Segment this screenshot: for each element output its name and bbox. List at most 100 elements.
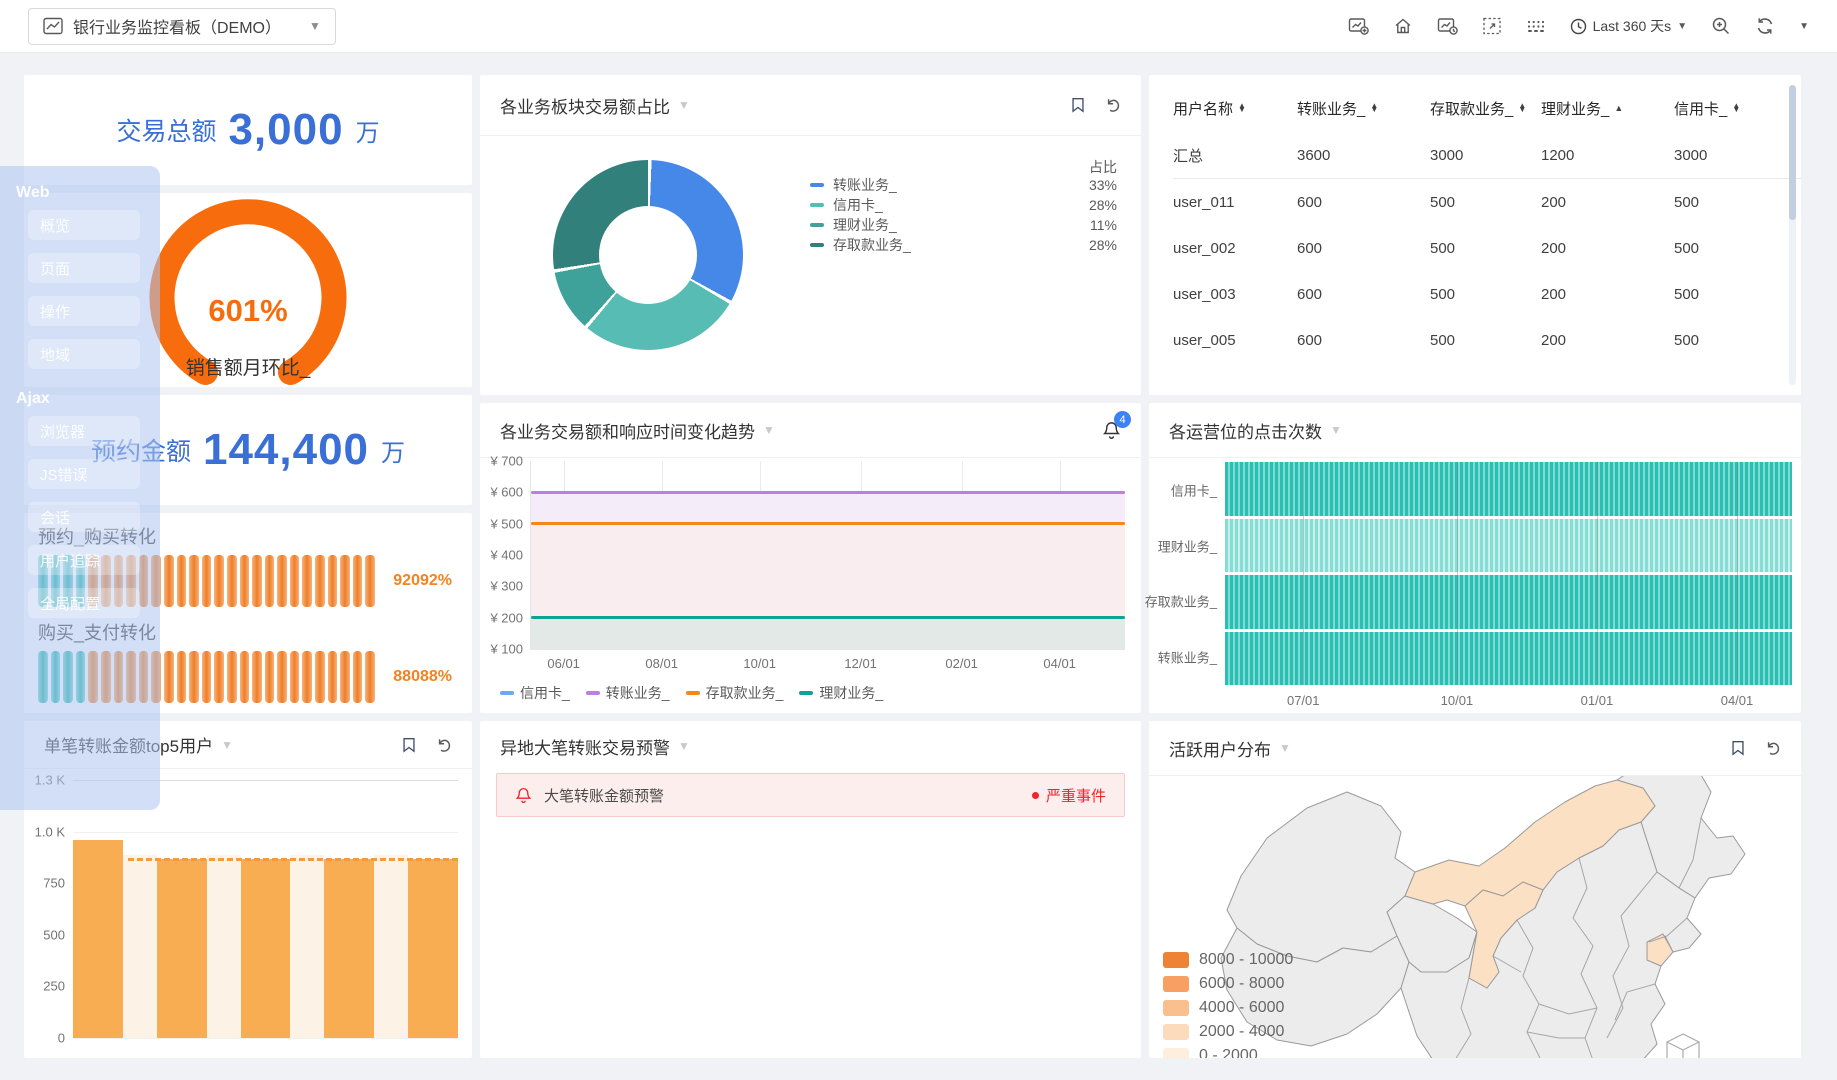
table-cell: 500	[1430, 331, 1456, 349]
legend-item[interactable]: 转账业务_	[585, 683, 670, 703]
gauge-cell	[214, 555, 224, 607]
undo-icon[interactable]	[1103, 96, 1121, 114]
table-scrollbar[interactable]	[1789, 85, 1796, 385]
alarm-bell-button[interactable]: 4	[1102, 411, 1131, 440]
x-axis-label: 07/01	[1286, 693, 1320, 708]
clock-icon	[1570, 18, 1587, 35]
table-header-cell[interactable]: 用户名称 ▲ ▼	[1173, 98, 1297, 119]
x-axis-label: 10/01	[1440, 693, 1474, 708]
caret-down-icon: ▼	[1677, 20, 1688, 32]
chevron-down-icon: ▼	[1279, 741, 1291, 755]
table-header-cell[interactable]: 理财业务_ ▲	[1541, 98, 1674, 119]
china-map[interactable]: 8000 - 10000 6000 - 8000 4000 - 6000 2000 -…	[1149, 776, 1801, 1058]
legend-swatch-icon	[500, 691, 514, 695]
table-row[interactable]: user_003 600 500 200 500	[1173, 271, 1801, 317]
table-header-cell[interactable]: 信用卡_ ▲ ▼	[1674, 98, 1801, 119]
gauge-cell	[365, 555, 376, 607]
heatmap-row[interactable]	[1225, 518, 1792, 572]
business-share-panel: 各业务板块交易额占比 ▼	[480, 75, 1141, 395]
legend-swatch-icon	[1163, 1048, 1189, 1058]
table-cell: 500	[1430, 239, 1456, 257]
add-chart-icon[interactable]	[1348, 16, 1369, 36]
column-label: 信用卡_	[1674, 100, 1728, 118]
gauge-cell	[189, 651, 199, 703]
bookmark-icon[interactable]	[1729, 739, 1747, 757]
dashboard-selector[interactable]: 银行业务监控看板（DEMO） ▼	[28, 7, 336, 45]
heatmap-row[interactable]	[1225, 462, 1792, 516]
legend-item[interactable]: 理财业务_	[799, 683, 883, 703]
map-legend-item[interactable]: 8000 - 10000	[1163, 948, 1293, 972]
y-axis-label: 1.0 K	[34, 824, 65, 840]
bar[interactable]	[73, 839, 123, 1038]
bar[interactable]	[324, 859, 375, 1038]
overlay-menu-item[interactable]: 页面	[28, 253, 140, 283]
table-cell: 3600	[1297, 147, 1331, 164]
undo-icon[interactable]	[1763, 739, 1781, 757]
bookmark-icon[interactable]	[1069, 96, 1087, 114]
legend-item[interactable]: 转账业务_	[810, 177, 911, 193]
apps-grid-icon[interactable]	[1526, 16, 1546, 36]
toolbar-actions: Last 360 天s ▼ ▼	[1348, 16, 1809, 36]
donut-chart[interactable]	[553, 160, 743, 350]
bar[interactable]	[408, 859, 458, 1038]
zoom-in-icon[interactable]	[1711, 16, 1731, 36]
overlay-menu-item[interactable]: 用户追踪	[28, 545, 140, 575]
overlay-menu-item[interactable]: 会话	[28, 502, 140, 532]
legend-item[interactable]: 理财业务_	[810, 217, 911, 233]
column-label: 用户名称	[1173, 100, 1234, 118]
map-legend-item[interactable]: 2000 - 4000	[1163, 1020, 1293, 1044]
table-header-cell[interactable]: 转账业务_ ▲ ▼	[1297, 98, 1430, 119]
y-axis-label: 0	[57, 1030, 65, 1046]
bookmark-icon[interactable]	[400, 736, 418, 754]
legend-item[interactable]: 存取款业务_	[810, 237, 911, 253]
gauge-cell	[252, 651, 262, 703]
alert-list-item[interactable]: 大笔转账金额预警 严重事件	[496, 773, 1125, 817]
legend-item[interactable]: 信用卡_	[500, 683, 570, 703]
legend-percent: 11%	[1090, 217, 1117, 233]
y-axis-label: ¥ 700	[490, 453, 523, 469]
map-legend-item[interactable]: 6000 - 8000	[1163, 972, 1293, 996]
overlay-menu-item[interactable]: 地域	[28, 339, 140, 369]
bar[interactable]	[156, 859, 207, 1038]
overlay-menu-item[interactable]: JS错误	[28, 459, 140, 489]
map-legend-item[interactable]: 0 - 2000	[1163, 1044, 1293, 1058]
gauge-cell	[239, 555, 250, 607]
table-row[interactable]: user_011 600 500 200 500	[1173, 179, 1801, 225]
layout-panel-icon[interactable]	[1482, 16, 1502, 36]
time-range-picker[interactable]: Last 360 天s ▼	[1570, 16, 1688, 36]
table-cell: 3000	[1430, 147, 1464, 164]
series-line	[531, 522, 1125, 526]
legend-item[interactable]: 信用卡_	[810, 197, 911, 213]
gauge-cell	[163, 651, 174, 703]
bar-background	[374, 855, 409, 1038]
table-row[interactable]: 汇总 3600 3000 1200 3000	[1173, 133, 1801, 179]
heatmap-row[interactable]	[1225, 575, 1792, 629]
table-cell: user_003	[1173, 285, 1236, 303]
overlay-menu-item[interactable]: 浏览器	[28, 416, 140, 446]
legend-label: 理财业务_	[833, 216, 897, 233]
table-row[interactable]: user_002 600 500 200 500	[1173, 225, 1801, 271]
home-icon[interactable]	[1393, 16, 1413, 36]
row-label: 转账业务_	[1157, 650, 1217, 666]
overlay-menu-item[interactable]: 概览	[28, 210, 140, 240]
map-legend-item[interactable]: 4000 - 6000	[1163, 996, 1293, 1020]
table-header-cell[interactable]: 存取款业务_ ▲ ▼	[1430, 98, 1541, 119]
bar[interactable]	[240, 859, 291, 1038]
panel-title: 各业务板块交易额占比	[500, 97, 670, 117]
series-area-fill	[531, 617, 1125, 649]
refresh-icon[interactable]	[1755, 16, 1775, 36]
refresh-interval-caret[interactable]: ▼	[1799, 20, 1809, 32]
legend-item[interactable]: 存取款业务_	[685, 683, 783, 703]
series-area-fill	[531, 492, 1125, 524]
legend-label: 理财业务_	[819, 685, 884, 701]
legend-percent: 28%	[1088, 197, 1117, 213]
overlay-menu-item[interactable]: 操作	[28, 296, 140, 326]
trend-panel: 各业务交易额和响应时间变化趋势 ▼ 4 06/01 08/01 10/01 12/01…	[480, 403, 1141, 713]
undo-icon[interactable]	[434, 736, 452, 754]
table-row[interactable]: user_005 600 500 200 500	[1173, 317, 1801, 363]
heatmap-row[interactable]	[1225, 631, 1792, 685]
trend-dashed-line	[128, 858, 458, 862]
overlay-menu-item[interactable]: 全局配置	[28, 588, 140, 618]
gauge-cell	[340, 555, 350, 607]
chart-history-icon[interactable]	[1437, 16, 1458, 36]
